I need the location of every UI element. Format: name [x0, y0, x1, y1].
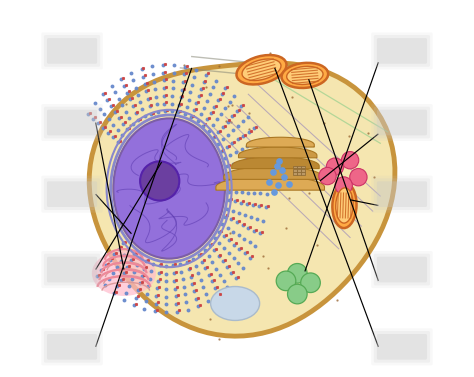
FancyBboxPatch shape — [374, 35, 430, 67]
Polygon shape — [232, 157, 319, 169]
Ellipse shape — [242, 59, 281, 81]
FancyBboxPatch shape — [44, 107, 100, 138]
FancyBboxPatch shape — [377, 257, 427, 282]
Polygon shape — [246, 137, 314, 147]
FancyBboxPatch shape — [47, 181, 97, 207]
Polygon shape — [238, 147, 317, 158]
FancyBboxPatch shape — [371, 176, 433, 213]
Bar — [293, 166, 297, 168]
FancyBboxPatch shape — [371, 328, 433, 365]
Ellipse shape — [92, 251, 156, 296]
FancyBboxPatch shape — [41, 328, 103, 365]
Ellipse shape — [237, 55, 286, 84]
FancyBboxPatch shape — [371, 104, 433, 141]
Bar — [301, 169, 305, 172]
Polygon shape — [216, 176, 325, 190]
Bar — [301, 166, 305, 168]
FancyBboxPatch shape — [44, 35, 100, 67]
FancyBboxPatch shape — [377, 110, 427, 135]
FancyBboxPatch shape — [371, 32, 433, 69]
FancyBboxPatch shape — [371, 251, 433, 288]
Polygon shape — [224, 167, 322, 179]
Ellipse shape — [332, 183, 356, 228]
FancyBboxPatch shape — [44, 254, 100, 285]
FancyBboxPatch shape — [41, 32, 103, 69]
Circle shape — [276, 271, 296, 291]
FancyBboxPatch shape — [377, 334, 427, 360]
Bar — [293, 172, 297, 175]
Circle shape — [288, 284, 307, 304]
Circle shape — [335, 177, 352, 194]
Bar — [297, 169, 301, 172]
Circle shape — [350, 169, 367, 186]
FancyBboxPatch shape — [47, 257, 97, 282]
FancyBboxPatch shape — [47, 110, 97, 135]
Circle shape — [341, 152, 359, 169]
FancyBboxPatch shape — [377, 38, 427, 64]
Polygon shape — [89, 63, 395, 336]
FancyBboxPatch shape — [374, 254, 430, 285]
FancyBboxPatch shape — [44, 331, 100, 363]
Ellipse shape — [140, 161, 179, 201]
Circle shape — [301, 273, 320, 293]
FancyBboxPatch shape — [41, 176, 103, 213]
FancyBboxPatch shape — [374, 107, 430, 138]
Ellipse shape — [336, 188, 353, 223]
Bar — [293, 169, 297, 172]
Ellipse shape — [113, 118, 225, 259]
FancyBboxPatch shape — [44, 178, 100, 210]
FancyBboxPatch shape — [47, 334, 97, 360]
Circle shape — [288, 264, 307, 283]
FancyBboxPatch shape — [374, 178, 430, 210]
Ellipse shape — [282, 63, 328, 88]
Bar — [297, 166, 301, 168]
FancyBboxPatch shape — [377, 181, 427, 207]
Circle shape — [326, 158, 344, 175]
Ellipse shape — [210, 287, 260, 320]
Bar — [297, 172, 301, 175]
Ellipse shape — [287, 66, 323, 84]
FancyBboxPatch shape — [47, 38, 97, 64]
Circle shape — [319, 167, 336, 185]
FancyBboxPatch shape — [41, 104, 103, 141]
FancyBboxPatch shape — [41, 251, 103, 288]
FancyBboxPatch shape — [374, 331, 430, 363]
Bar — [301, 172, 305, 175]
